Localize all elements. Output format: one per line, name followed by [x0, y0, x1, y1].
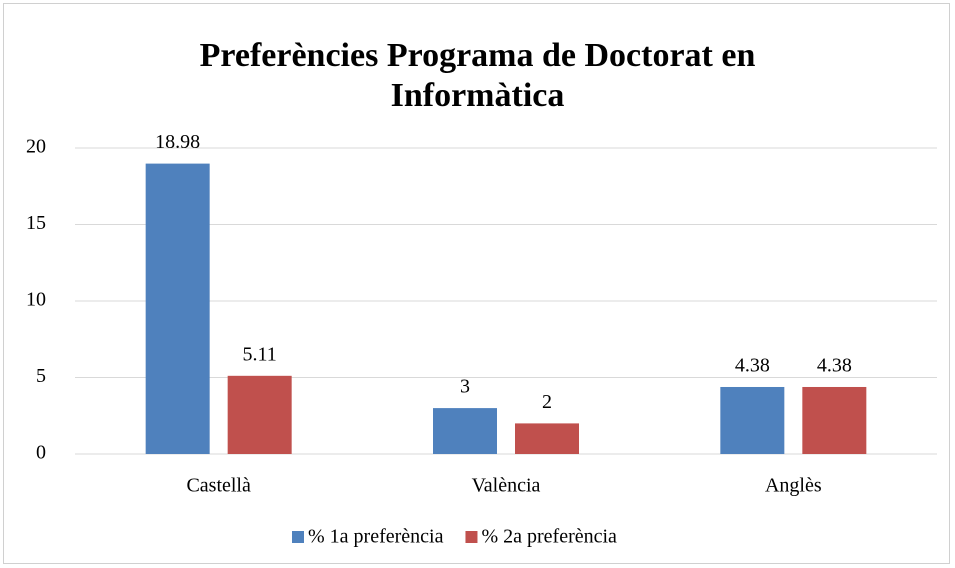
chart-frame	[3, 3, 950, 564]
data-label: 5.11	[243, 343, 277, 365]
bar	[433, 408, 497, 454]
bar	[515, 423, 579, 454]
data-label: 4.38	[817, 355, 852, 377]
bar	[720, 386, 785, 454]
x-tick-label: Anglès	[765, 475, 822, 497]
bar	[145, 163, 210, 454]
bar	[227, 375, 292, 454]
y-tick-label: 10	[26, 289, 46, 311]
bar	[802, 386, 867, 454]
y-tick-label: 5	[36, 365, 46, 387]
data-label: 18.98	[155, 131, 200, 153]
legend-swatch	[292, 531, 304, 543]
data-label: 3	[460, 376, 470, 398]
y-tick-label: 0	[36, 442, 46, 464]
y-tick-label: 15	[26, 212, 46, 234]
legend-label: % 2a preferència	[481, 526, 617, 548]
y-tick-label: 20	[26, 136, 46, 158]
x-tick-label: València	[472, 475, 541, 497]
chart-title: Preferències Programa de Doctorat en Inf…	[199, 37, 756, 114]
data-label: 2	[542, 391, 552, 413]
data-label: 4.38	[735, 355, 770, 377]
legend-label: % 1a preferència	[308, 526, 444, 548]
legend-swatch	[465, 531, 478, 543]
x-tick-label: Castellà	[186, 475, 251, 497]
